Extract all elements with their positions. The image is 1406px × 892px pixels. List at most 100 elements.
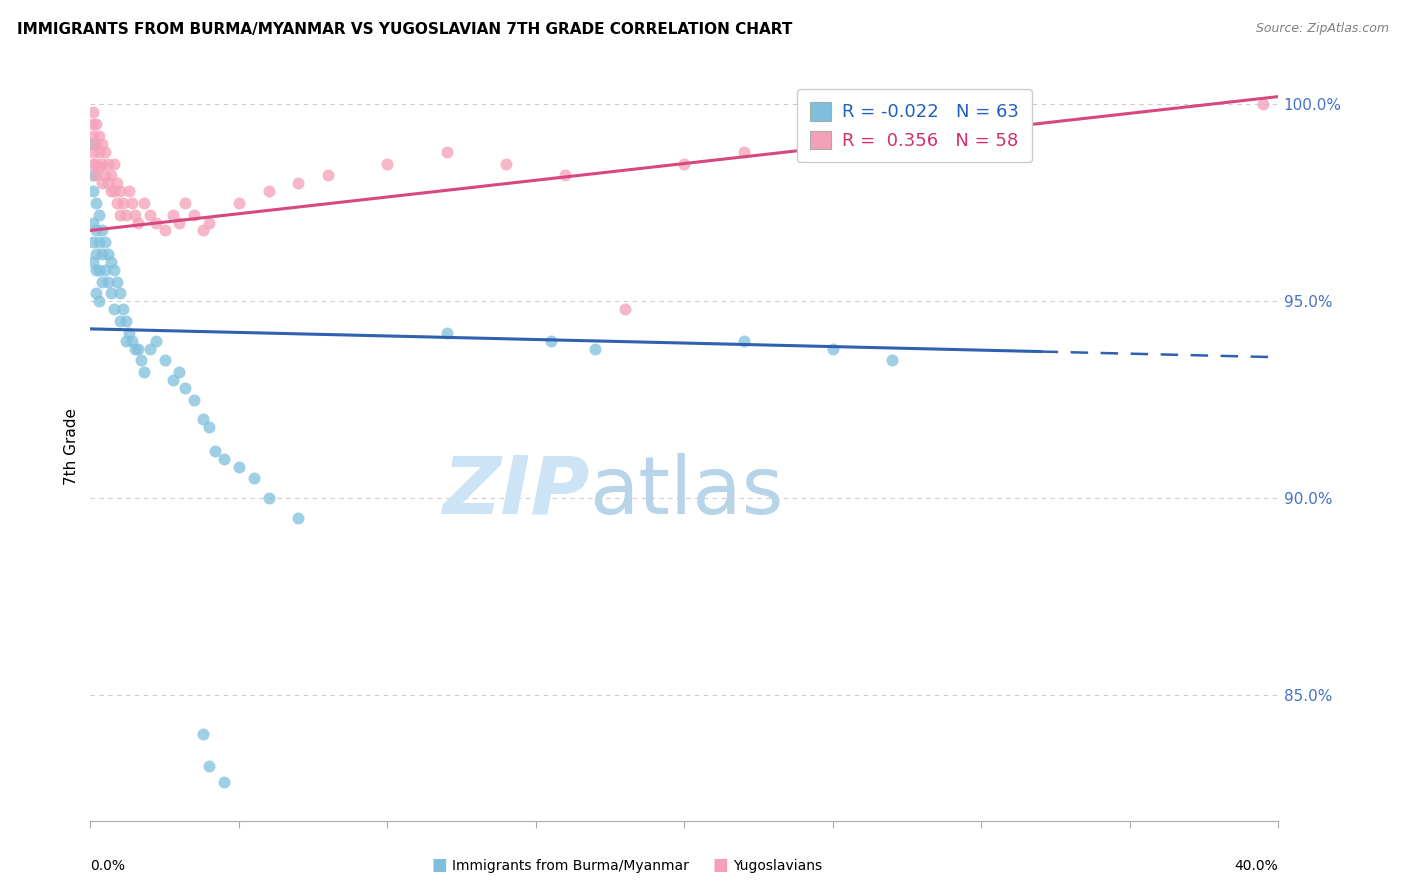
Point [82, 235, 104, 250]
Point [212, 774, 235, 789]
Point [673, 156, 696, 170]
Point [100, 286, 122, 301]
Point [124, 342, 146, 356]
Point [436, 145, 458, 159]
Point [108, 314, 131, 328]
Point [132, 195, 155, 210]
Point [436, 326, 458, 340]
Text: atlas: atlas [589, 453, 783, 531]
Text: Yugoslavians: Yugoslavians [734, 859, 823, 872]
Text: Source: ZipAtlas.com: Source: ZipAtlas.com [1256, 22, 1389, 36]
Point [103, 302, 125, 317]
Point [198, 216, 221, 230]
Point [153, 223, 176, 237]
Point [94, 235, 117, 250]
Point [257, 184, 280, 198]
Point [84, 136, 107, 151]
Point [153, 353, 176, 368]
Point [145, 216, 167, 230]
Point [97, 176, 120, 190]
Point [89, 128, 111, 143]
Point [613, 302, 636, 317]
Point [89, 161, 111, 175]
Point [145, 334, 167, 348]
Text: IMMIGRANTS FROM BURMA/MYANMAR VS YUGOSLAVIAN 7TH GRADE CORRELATION CHART: IMMIGRANTS FROM BURMA/MYANMAR VS YUGOSLA… [17, 22, 792, 37]
Point [94, 169, 117, 183]
Point [118, 326, 141, 340]
Point [84, 117, 107, 131]
Point [127, 216, 149, 230]
Point [82, 145, 104, 159]
Point [89, 145, 111, 159]
Point [132, 365, 155, 379]
Point [100, 255, 122, 269]
Point [375, 156, 398, 170]
Point [138, 342, 160, 356]
Point [89, 235, 111, 250]
Point [174, 195, 197, 210]
Point [193, 412, 215, 426]
Text: 40.0%: 40.0% [1234, 859, 1278, 872]
Point [162, 373, 184, 387]
Point [105, 195, 128, 210]
Point [82, 255, 104, 269]
Text: ■: ■ [432, 855, 447, 873]
Text: ZIP: ZIP [441, 453, 589, 531]
Point [91, 247, 114, 261]
Point [97, 275, 120, 289]
Point [100, 184, 122, 198]
Point [121, 334, 143, 348]
Point [242, 471, 264, 485]
Point [91, 223, 114, 237]
Point [129, 353, 152, 368]
Point [183, 208, 205, 222]
Point [82, 105, 104, 120]
Point [821, 342, 844, 356]
Point [100, 169, 122, 183]
Point [115, 208, 138, 222]
Point [82, 117, 104, 131]
Point [91, 275, 114, 289]
Point [108, 184, 131, 198]
Point [82, 156, 104, 170]
Point [94, 145, 117, 159]
Point [84, 262, 107, 277]
Point [108, 208, 131, 222]
Point [103, 156, 125, 170]
Point [733, 334, 755, 348]
Point [111, 302, 134, 317]
Point [82, 169, 104, 183]
Point [94, 262, 117, 277]
Point [316, 169, 339, 183]
Point [970, 128, 993, 143]
Point [204, 444, 226, 458]
Point [84, 156, 107, 170]
Point [162, 208, 184, 222]
Point [882, 353, 904, 368]
Point [108, 286, 131, 301]
Point [115, 334, 138, 348]
Point [287, 511, 309, 525]
Point [138, 208, 160, 222]
Point [1253, 97, 1275, 112]
Point [84, 247, 107, 261]
Point [124, 208, 146, 222]
Text: ■: ■ [713, 855, 728, 873]
Point [97, 156, 120, 170]
Point [169, 216, 191, 230]
Y-axis label: 7th Grade: 7th Grade [65, 409, 79, 485]
Point [583, 342, 606, 356]
Point [84, 169, 107, 183]
Point [554, 169, 576, 183]
Point [103, 184, 125, 198]
Point [174, 381, 197, 395]
Point [198, 420, 221, 434]
Point [127, 342, 149, 356]
Legend: R = -0.022   N = 63, R =  0.356   N = 58: R = -0.022 N = 63, R = 0.356 N = 58 [797, 89, 1032, 162]
Point [257, 491, 280, 505]
Point [733, 145, 755, 159]
Point [91, 156, 114, 170]
Point [169, 365, 191, 379]
Point [212, 451, 235, 466]
Point [821, 136, 844, 151]
